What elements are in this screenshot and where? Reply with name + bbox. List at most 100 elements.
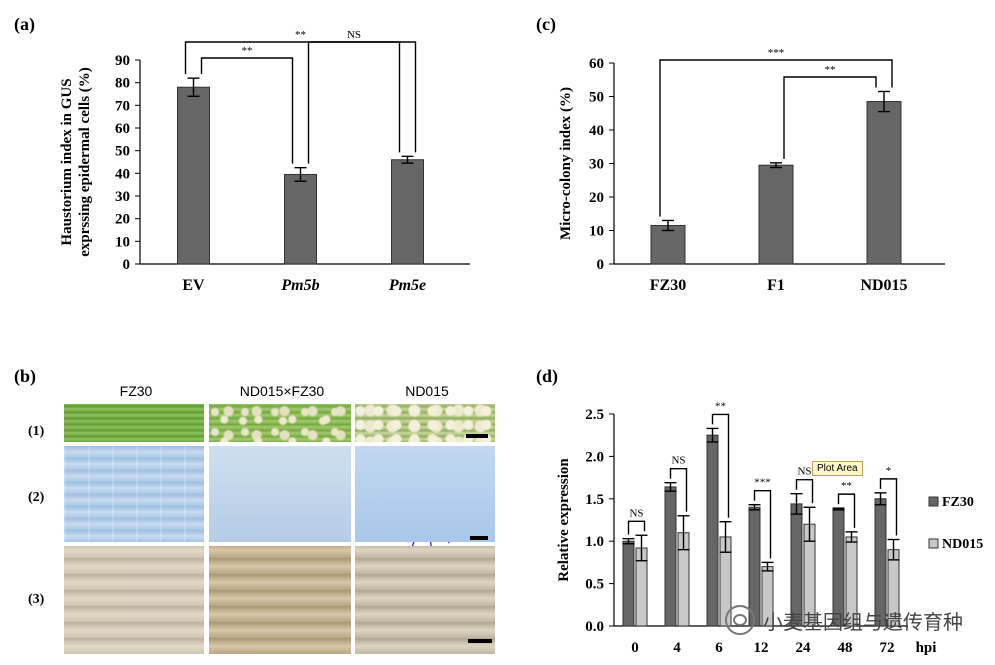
x-tick-label-a: EV bbox=[182, 277, 205, 294]
y-tick-label-c: 30 bbox=[589, 157, 604, 173]
y-axis-title-a: Haustorium index in GUS exprssing epiderm… bbox=[59, 67, 93, 257]
bar-c-f1 bbox=[758, 164, 794, 265]
haustorium-photo-nd015 bbox=[355, 546, 495, 654]
y-tick-label-a: 50 bbox=[115, 144, 130, 160]
significance-label-d: * bbox=[886, 465, 892, 477]
watermark-text: 小麦基因组与遗传育种 bbox=[763, 609, 963, 634]
significance-label-d: NS bbox=[797, 466, 811, 478]
x-tick-label-d: 6 bbox=[715, 640, 723, 656]
significance-label-a: ** bbox=[242, 45, 253, 57]
x-tick-label-d: 72 bbox=[880, 640, 895, 656]
bar-a-ev bbox=[177, 86, 210, 265]
y-tick-label-d: 2.5 bbox=[585, 407, 604, 423]
significance-bracket-a bbox=[184, 41, 417, 153]
bar-a-pm5b bbox=[284, 173, 317, 265]
y-tick-label-c: 50 bbox=[589, 90, 604, 106]
significance-label-a: NS bbox=[347, 29, 361, 41]
haustorium-photo-fz30 bbox=[64, 546, 204, 654]
y-tick-label-c: 20 bbox=[589, 190, 604, 206]
micrograph-col-cross: ND015×FZ30 bbox=[239, 383, 325, 399]
legend-label-nd015: ND015 bbox=[942, 537, 983, 552]
y-tick-label-a: 0 bbox=[123, 257, 131, 273]
y-axis-title-c: Micro-colony index (%) bbox=[558, 87, 574, 240]
y-tick-label-c: 0 bbox=[597, 257, 605, 273]
micrograph-col-nd015: ND015 bbox=[405, 383, 449, 399]
significance-bracket-d bbox=[753, 490, 772, 559]
leaf-photo-cross bbox=[209, 404, 351, 442]
y-axis-title-line: Micro-colony index (%) bbox=[558, 87, 574, 240]
watermark: 小麦基因组与遗传育种 bbox=[725, 605, 963, 635]
bar-d-fz30-0 bbox=[622, 540, 635, 627]
significance-label-c: ** bbox=[825, 64, 836, 76]
significance-label-d: NS bbox=[671, 455, 685, 467]
panel-b-label: (b) bbox=[14, 366, 36, 386]
hyphae-photo-cross bbox=[209, 446, 351, 542]
x-tick-label-c: F1 bbox=[767, 277, 785, 294]
hyphae-photo-nd015 bbox=[355, 446, 495, 542]
x-axis-title-d: hpi bbox=[916, 640, 937, 656]
significance-label-c: *** bbox=[768, 47, 785, 59]
panel-d-label: (d) bbox=[536, 366, 558, 386]
bar-d-fz30-4 bbox=[664, 486, 677, 627]
significance-bracket-a bbox=[200, 57, 294, 164]
y-tick-label-d: 1.5 bbox=[585, 492, 604, 508]
y-tick-label-d: 0.5 bbox=[585, 577, 604, 593]
y-tick-label-d: 0.0 bbox=[585, 619, 604, 635]
hyphae-photo-fz30 bbox=[64, 446, 204, 542]
legend-swatch-fz30 bbox=[928, 496, 939, 507]
x-tick-label-a: Pm5b bbox=[280, 277, 319, 294]
y-tick-label-c: 10 bbox=[589, 224, 604, 240]
legend-swatch-nd015 bbox=[928, 538, 939, 549]
x-tick-label-d: 24 bbox=[796, 640, 812, 656]
y-tick-label-c: 60 bbox=[589, 56, 604, 72]
y-axis-title-line: Haustorium index in GUS bbox=[59, 78, 75, 245]
micrograph-row-2: (2) bbox=[28, 490, 45, 505]
x-tick-label-a: Pm5e bbox=[388, 277, 426, 294]
significance-bracket-d bbox=[879, 478, 898, 536]
y-tick-label-a: 20 bbox=[115, 212, 130, 228]
bar-c-fz30 bbox=[650, 224, 686, 265]
y-tick-label-a: 90 bbox=[115, 53, 130, 69]
legend-label-fz30: FZ30 bbox=[942, 495, 974, 510]
significance-label-d: NS bbox=[629, 507, 643, 519]
y-tick-label-c: 40 bbox=[589, 123, 604, 139]
panel-a-label: (a) bbox=[14, 14, 35, 34]
plot-area-tooltip: Plot Area bbox=[812, 461, 863, 476]
significance-bracket-c bbox=[659, 59, 893, 217]
significance-bracket-d bbox=[711, 413, 730, 518]
micrograph-col-fz30: FZ30 bbox=[119, 383, 153, 399]
y-axis-title-d: Relative expression bbox=[556, 458, 572, 582]
y-tick-label-d: 2.0 bbox=[585, 449, 604, 465]
x-tick-label-d: 4 bbox=[673, 640, 681, 656]
y-tick-label-a: 70 bbox=[115, 98, 130, 114]
micrograph-row-3: (3) bbox=[28, 592, 45, 607]
y-tick-label-a: 80 bbox=[115, 76, 130, 92]
bar-d-fz30-6 bbox=[706, 434, 719, 627]
significance-bracket-d bbox=[837, 493, 856, 528]
x-tick-label-d: 12 bbox=[754, 640, 769, 656]
significance-bracket-d bbox=[795, 479, 814, 504]
significance-label-d: ** bbox=[715, 400, 726, 412]
significance-bracket-d bbox=[669, 467, 688, 512]
significance-bracket-a bbox=[307, 41, 401, 164]
haustorium-photo-cross bbox=[209, 546, 351, 654]
leaf-photo-fz30 bbox=[64, 404, 204, 442]
bar-c-nd015 bbox=[866, 101, 902, 265]
x-tick-label-d: 0 bbox=[631, 640, 639, 656]
x-tick-label-d: 48 bbox=[838, 640, 853, 656]
bar-a-pm5e bbox=[391, 159, 424, 265]
scale-bar-row2 bbox=[470, 536, 488, 540]
y-tick-label-d: 1.0 bbox=[585, 534, 604, 550]
y-tick-label-a: 10 bbox=[115, 234, 130, 250]
x-tick-label-c: ND015 bbox=[860, 277, 907, 294]
y-tick-label-a: 60 bbox=[115, 121, 130, 137]
significance-bracket-d bbox=[627, 520, 646, 535]
scale-bar-row1 bbox=[466, 434, 488, 438]
wechat-icon bbox=[725, 605, 755, 635]
significance-label-d: ** bbox=[841, 480, 852, 492]
significance-label-a: ** bbox=[295, 29, 306, 41]
significance-bracket-c bbox=[783, 76, 877, 159]
y-tick-label-a: 30 bbox=[115, 189, 130, 205]
panel-c-label: (c) bbox=[536, 14, 556, 34]
scale-bar-row3 bbox=[468, 639, 492, 643]
